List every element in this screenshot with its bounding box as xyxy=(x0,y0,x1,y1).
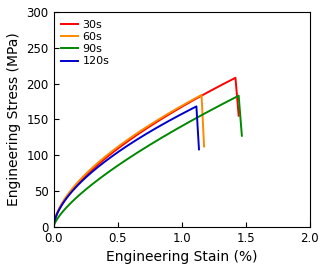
90s xyxy=(122,160,126,163)
120s xyxy=(194,105,198,108)
30s xyxy=(52,225,55,228)
90s xyxy=(124,159,127,162)
120s xyxy=(195,115,199,118)
120s xyxy=(189,107,193,111)
60s xyxy=(194,96,198,99)
60s xyxy=(67,191,71,194)
30s xyxy=(71,188,75,191)
30s xyxy=(234,85,238,88)
30s xyxy=(233,76,237,79)
120s xyxy=(67,193,71,197)
Line: 120s: 120s xyxy=(53,107,199,227)
30s xyxy=(227,79,231,83)
60s xyxy=(200,105,204,108)
90s xyxy=(52,225,55,228)
Line: 60s: 60s xyxy=(53,95,204,227)
Legend: 30s, 60s, 90s, 120s: 30s, 60s, 90s, 120s xyxy=(59,18,111,69)
30s xyxy=(81,177,85,180)
X-axis label: Engineering Stain (%): Engineering Stain (%) xyxy=(106,250,258,264)
120s xyxy=(75,185,79,188)
60s xyxy=(200,93,203,96)
Line: 90s: 90s xyxy=(53,96,242,227)
30s xyxy=(122,142,126,146)
60s xyxy=(202,145,206,148)
30s xyxy=(237,114,241,117)
120s xyxy=(107,157,111,160)
60s xyxy=(75,181,79,184)
90s xyxy=(230,97,234,101)
90s xyxy=(240,134,244,137)
120s xyxy=(52,225,55,228)
60s xyxy=(52,225,55,228)
90s xyxy=(237,103,241,107)
120s xyxy=(106,158,110,161)
60s xyxy=(108,151,112,154)
90s xyxy=(72,199,76,202)
90s xyxy=(82,190,85,193)
120s xyxy=(197,148,201,151)
Y-axis label: Engineering Stress (MPa): Engineering Stress (MPa) xyxy=(7,33,21,206)
30s xyxy=(121,143,125,146)
90s xyxy=(237,94,241,97)
Line: 30s: 30s xyxy=(53,78,239,227)
60s xyxy=(109,150,113,154)
